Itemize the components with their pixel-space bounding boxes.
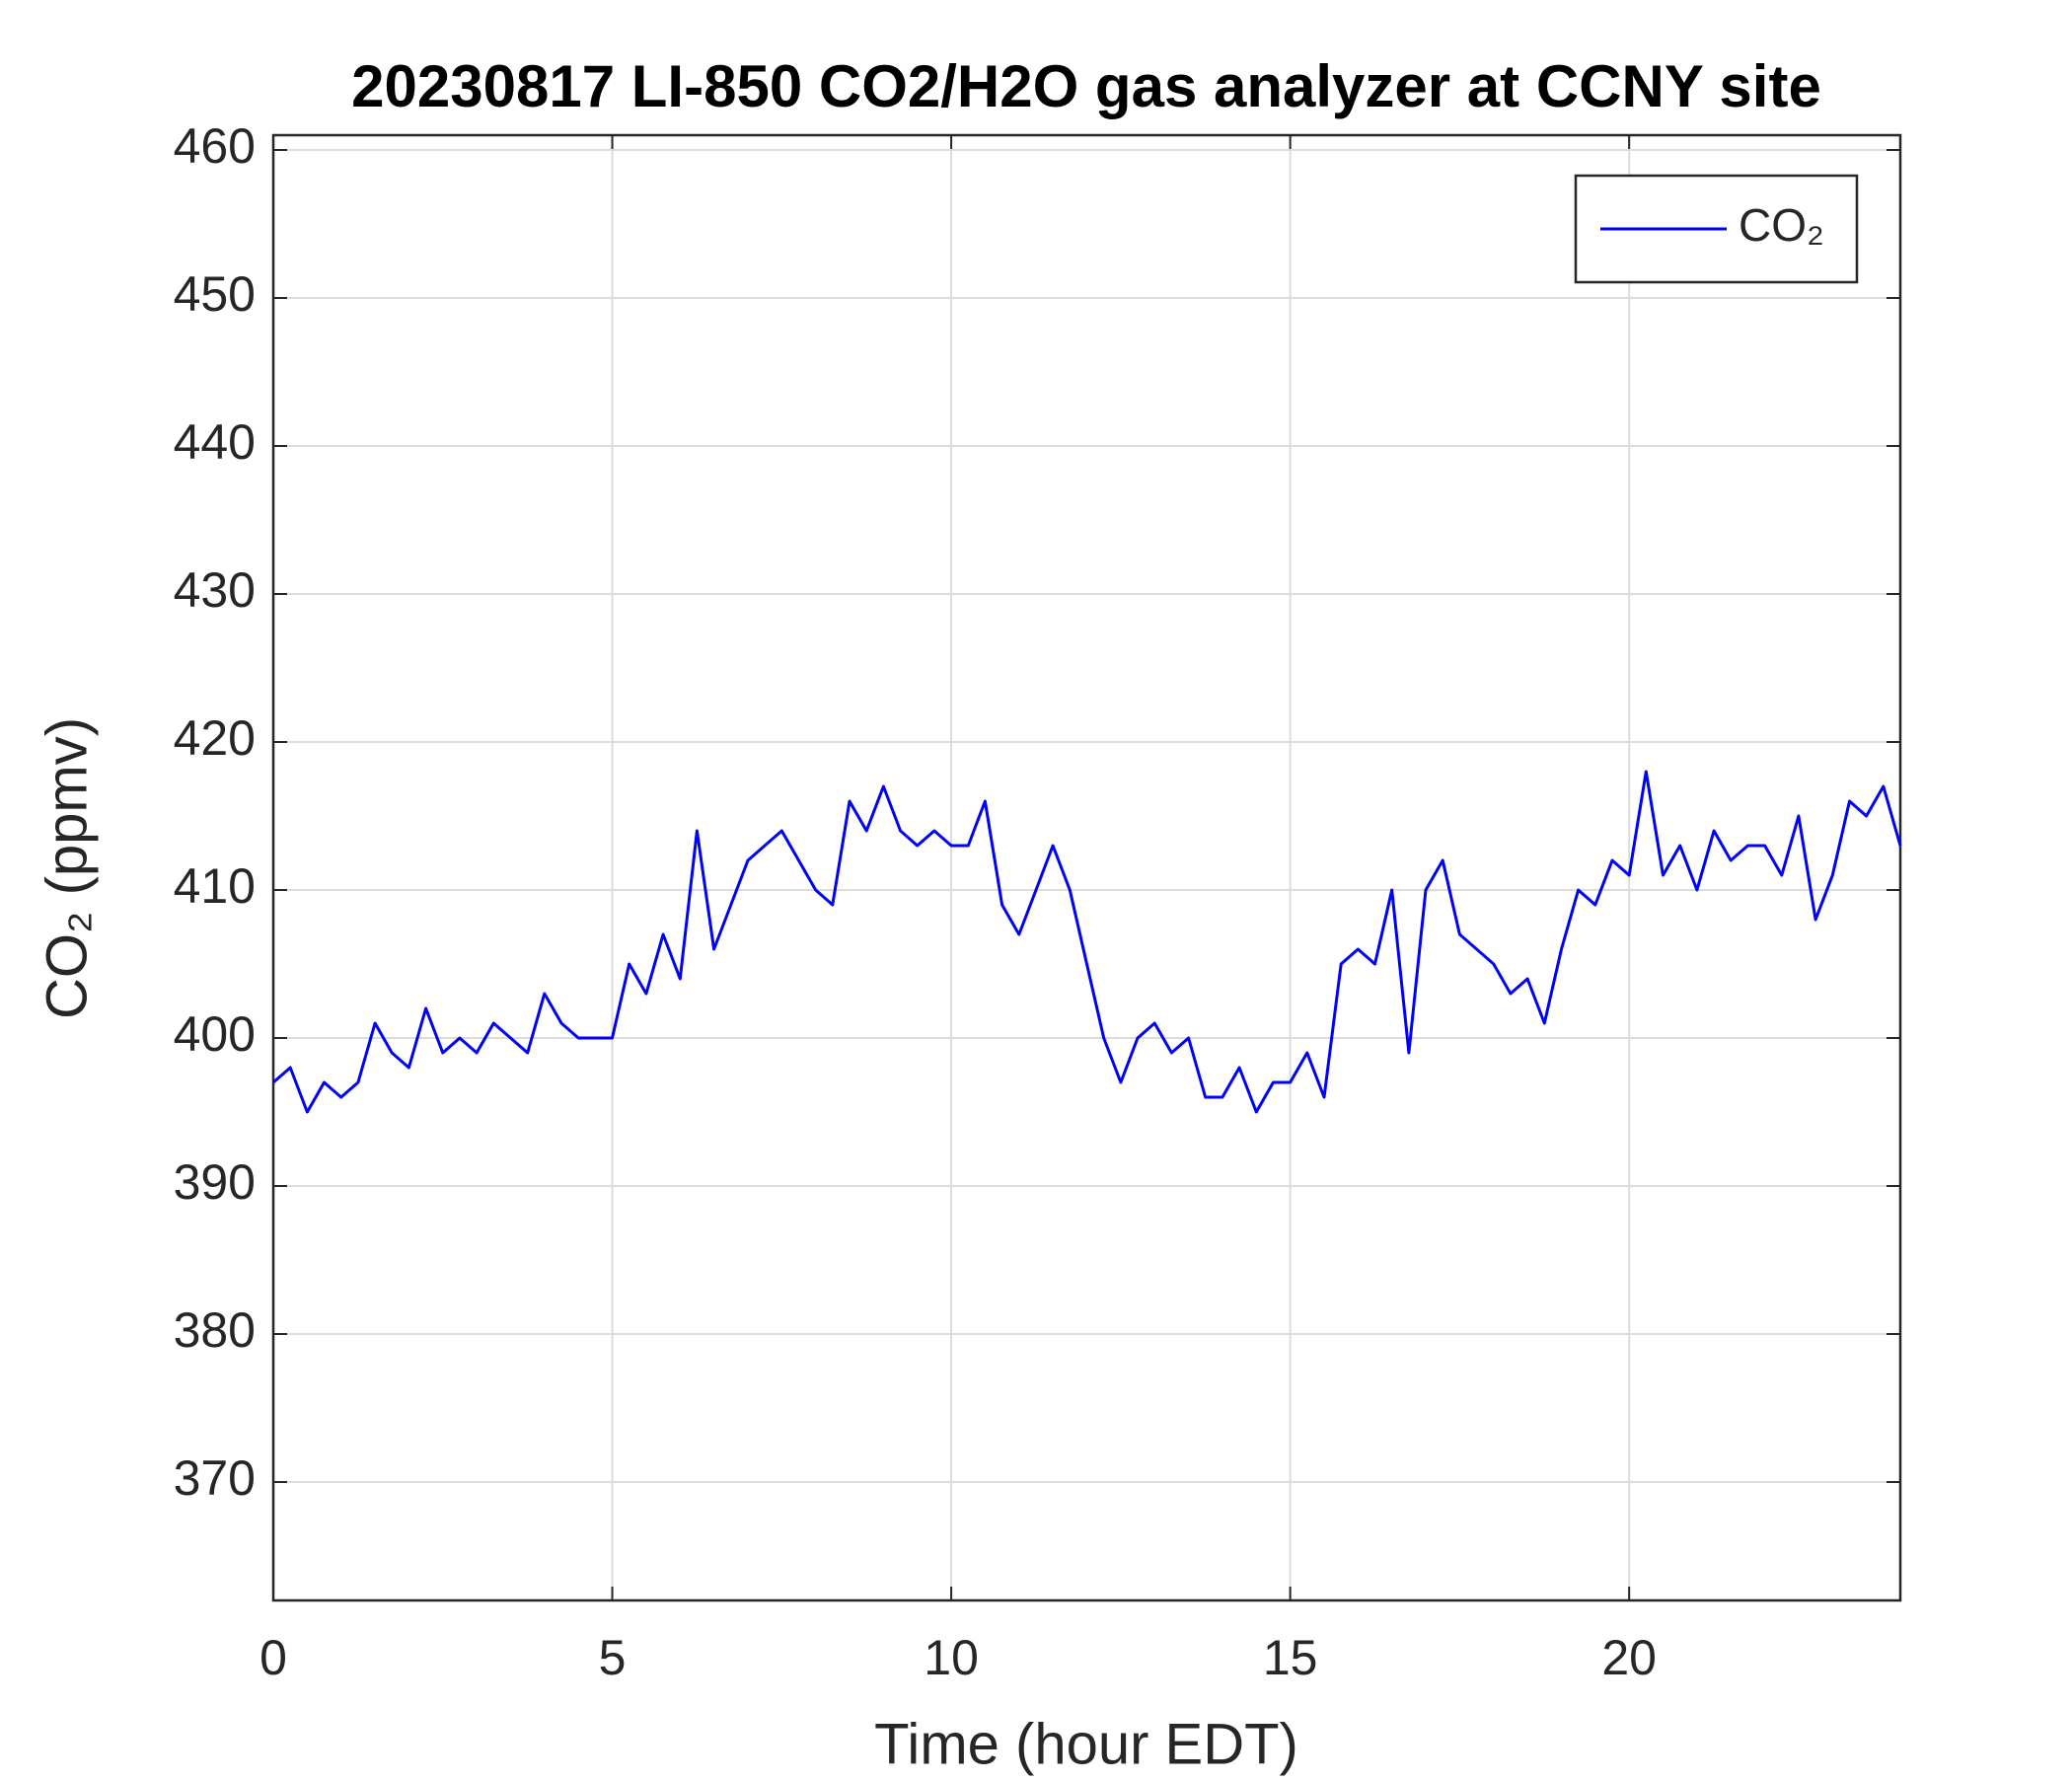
y-tick-label: 450 <box>174 266 256 322</box>
x-tick-label: 10 <box>924 1630 979 1685</box>
legend-label: CO₂ <box>1739 199 1824 251</box>
y-axis-label: CO₂ (ppmv) <box>35 717 99 1019</box>
x-tick-label: 5 <box>599 1630 627 1685</box>
y-tick-label: 410 <box>174 858 256 914</box>
y-tick-label: 430 <box>174 562 256 618</box>
y-tick-label: 390 <box>174 1154 256 1210</box>
x-tick-label: 20 <box>1601 1630 1657 1685</box>
x-axis-label: Time (hour EDT) <box>874 1712 1298 1776</box>
chart-title: 20230817 LI-850 CO2/H2O gas analyzer at … <box>351 53 1821 119</box>
y-tick-label: 400 <box>174 1006 256 1062</box>
data-line <box>272 770 1902 1114</box>
plot-frame <box>271 133 1902 1602</box>
y-tick-label: 370 <box>174 1450 256 1506</box>
y-tick-label: 440 <box>174 414 256 470</box>
x-tick-label: 15 <box>1263 1630 1318 1685</box>
y-tick-label: 460 <box>174 118 256 174</box>
x-tick-label: 0 <box>259 1630 287 1685</box>
y-tick-label: 380 <box>174 1302 256 1358</box>
y-tick-label: 420 <box>174 710 256 766</box>
